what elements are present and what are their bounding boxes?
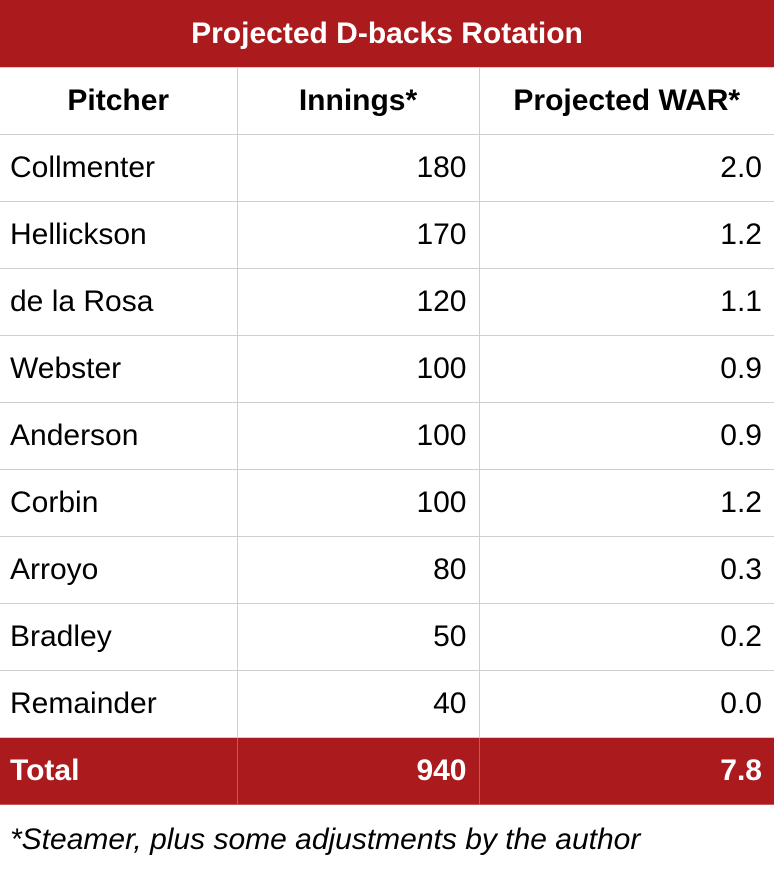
war-cell: 0.9: [478, 402, 774, 470]
rotation-table: Pitcher Innings* Projected WAR* Collment…: [0, 67, 774, 805]
pitcher-cell: Anderson: [0, 402, 238, 470]
total-war: 7.8: [478, 737, 774, 805]
innings-cell: 180: [236, 134, 480, 202]
pitcher-cell: Webster: [0, 335, 238, 403]
table-row: Anderson 100 0.9: [0, 402, 774, 470]
innings-cell: 170: [236, 201, 480, 269]
pitcher-cell: Arroyo: [0, 536, 238, 604]
war-cell: 0.2: [478, 603, 774, 671]
war-cell: 0.0: [478, 670, 774, 738]
table-row: Webster 100 0.9: [0, 335, 774, 403]
war-cell: 1.1: [478, 268, 774, 336]
innings-cell: 120: [236, 268, 480, 336]
table-row: Arroyo 80 0.3: [0, 536, 774, 604]
column-header-innings: Innings*: [236, 67, 480, 135]
table-row: Bradley 50 0.2: [0, 603, 774, 671]
footnote: *Steamer, plus some adjustments by the a…: [10, 823, 641, 856]
pitcher-cell: Bradley: [0, 603, 238, 671]
column-header-war: Projected WAR*: [478, 67, 774, 135]
war-cell: 0.9: [478, 335, 774, 403]
table-row: Corbin 100 1.2: [0, 469, 774, 537]
pitcher-cell: Remainder: [0, 670, 238, 738]
table-title: Projected D-backs Rotation: [0, 0, 774, 67]
pitcher-cell: Collmenter: [0, 134, 238, 202]
innings-cell: 100: [236, 335, 480, 403]
total-innings: 940: [236, 737, 480, 805]
total-row: Total 940 7.8: [0, 737, 774, 805]
table-row: Hellickson 170 1.2: [0, 201, 774, 269]
war-cell: 1.2: [478, 469, 774, 537]
war-cell: 2.0: [478, 134, 774, 202]
innings-cell: 50: [236, 603, 480, 671]
innings-cell: 40: [236, 670, 480, 738]
pitcher-cell: Corbin: [0, 469, 238, 537]
innings-cell: 100: [236, 402, 480, 470]
war-cell: 1.2: [478, 201, 774, 269]
total-label: Total: [0, 737, 238, 805]
table-row: de la Rosa 120 1.1: [0, 268, 774, 336]
war-cell: 0.3: [478, 536, 774, 604]
table-row: Remainder 40 0.0: [0, 670, 774, 738]
pitcher-cell: de la Rosa: [0, 268, 238, 336]
column-header-pitcher: Pitcher: [0, 67, 238, 135]
innings-cell: 100: [236, 469, 480, 537]
pitcher-cell: Hellickson: [0, 201, 238, 269]
header-row: Pitcher Innings* Projected WAR*: [0, 67, 774, 135]
innings-cell: 80: [236, 536, 480, 604]
table-row: Collmenter 180 2.0: [0, 134, 774, 202]
